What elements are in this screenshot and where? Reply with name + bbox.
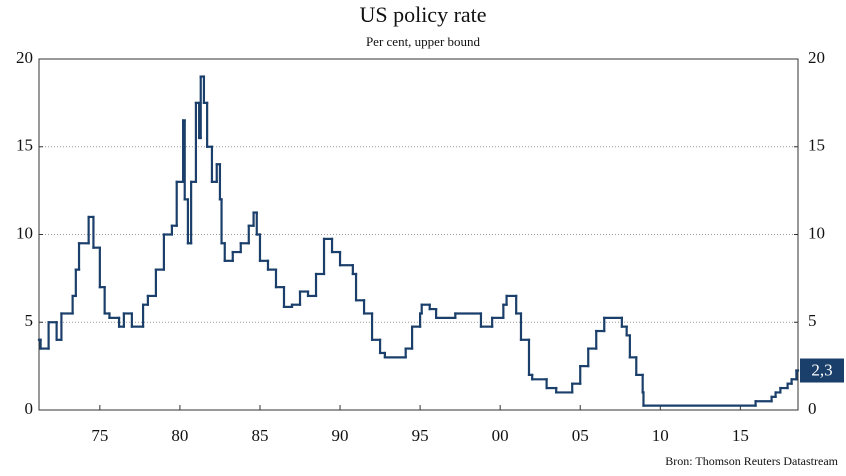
last-value-label: 2,3 bbox=[811, 360, 832, 379]
y2-tick-label: 10 bbox=[808, 223, 825, 242]
y-tick-label: 15 bbox=[16, 136, 33, 155]
y-tick-label: 5 bbox=[25, 311, 34, 330]
series-line bbox=[37, 75, 800, 407]
y2-tick-label: 5 bbox=[808, 311, 817, 330]
x-tick-label: 15 bbox=[732, 426, 749, 445]
y-tick-label: 10 bbox=[16, 223, 33, 242]
chart-title: US policy rate bbox=[359, 2, 486, 27]
x-tick-label: 85 bbox=[251, 426, 268, 445]
y2-tick-label: 0 bbox=[808, 399, 817, 418]
y2-tick-label: 15 bbox=[808, 136, 825, 155]
y-tick-label: 0 bbox=[25, 399, 34, 418]
y-tick-label: 20 bbox=[16, 48, 33, 67]
x-tick-label: 75 bbox=[91, 426, 108, 445]
x-tick-label: 80 bbox=[171, 426, 188, 445]
chart-subtitle: Per cent, upper bound bbox=[366, 34, 481, 49]
x-tick-label: 05 bbox=[572, 426, 589, 445]
x-tick-label: 90 bbox=[332, 426, 349, 445]
source: Bron: Thomson Reuters Datastream bbox=[665, 454, 838, 468]
last-value-box bbox=[800, 358, 844, 383]
x-tick-label: 00 bbox=[492, 426, 509, 445]
x-tick-label: 95 bbox=[412, 426, 429, 445]
y2-tick-label: 20 bbox=[808, 48, 825, 67]
x-tick-label: 10 bbox=[652, 426, 669, 445]
